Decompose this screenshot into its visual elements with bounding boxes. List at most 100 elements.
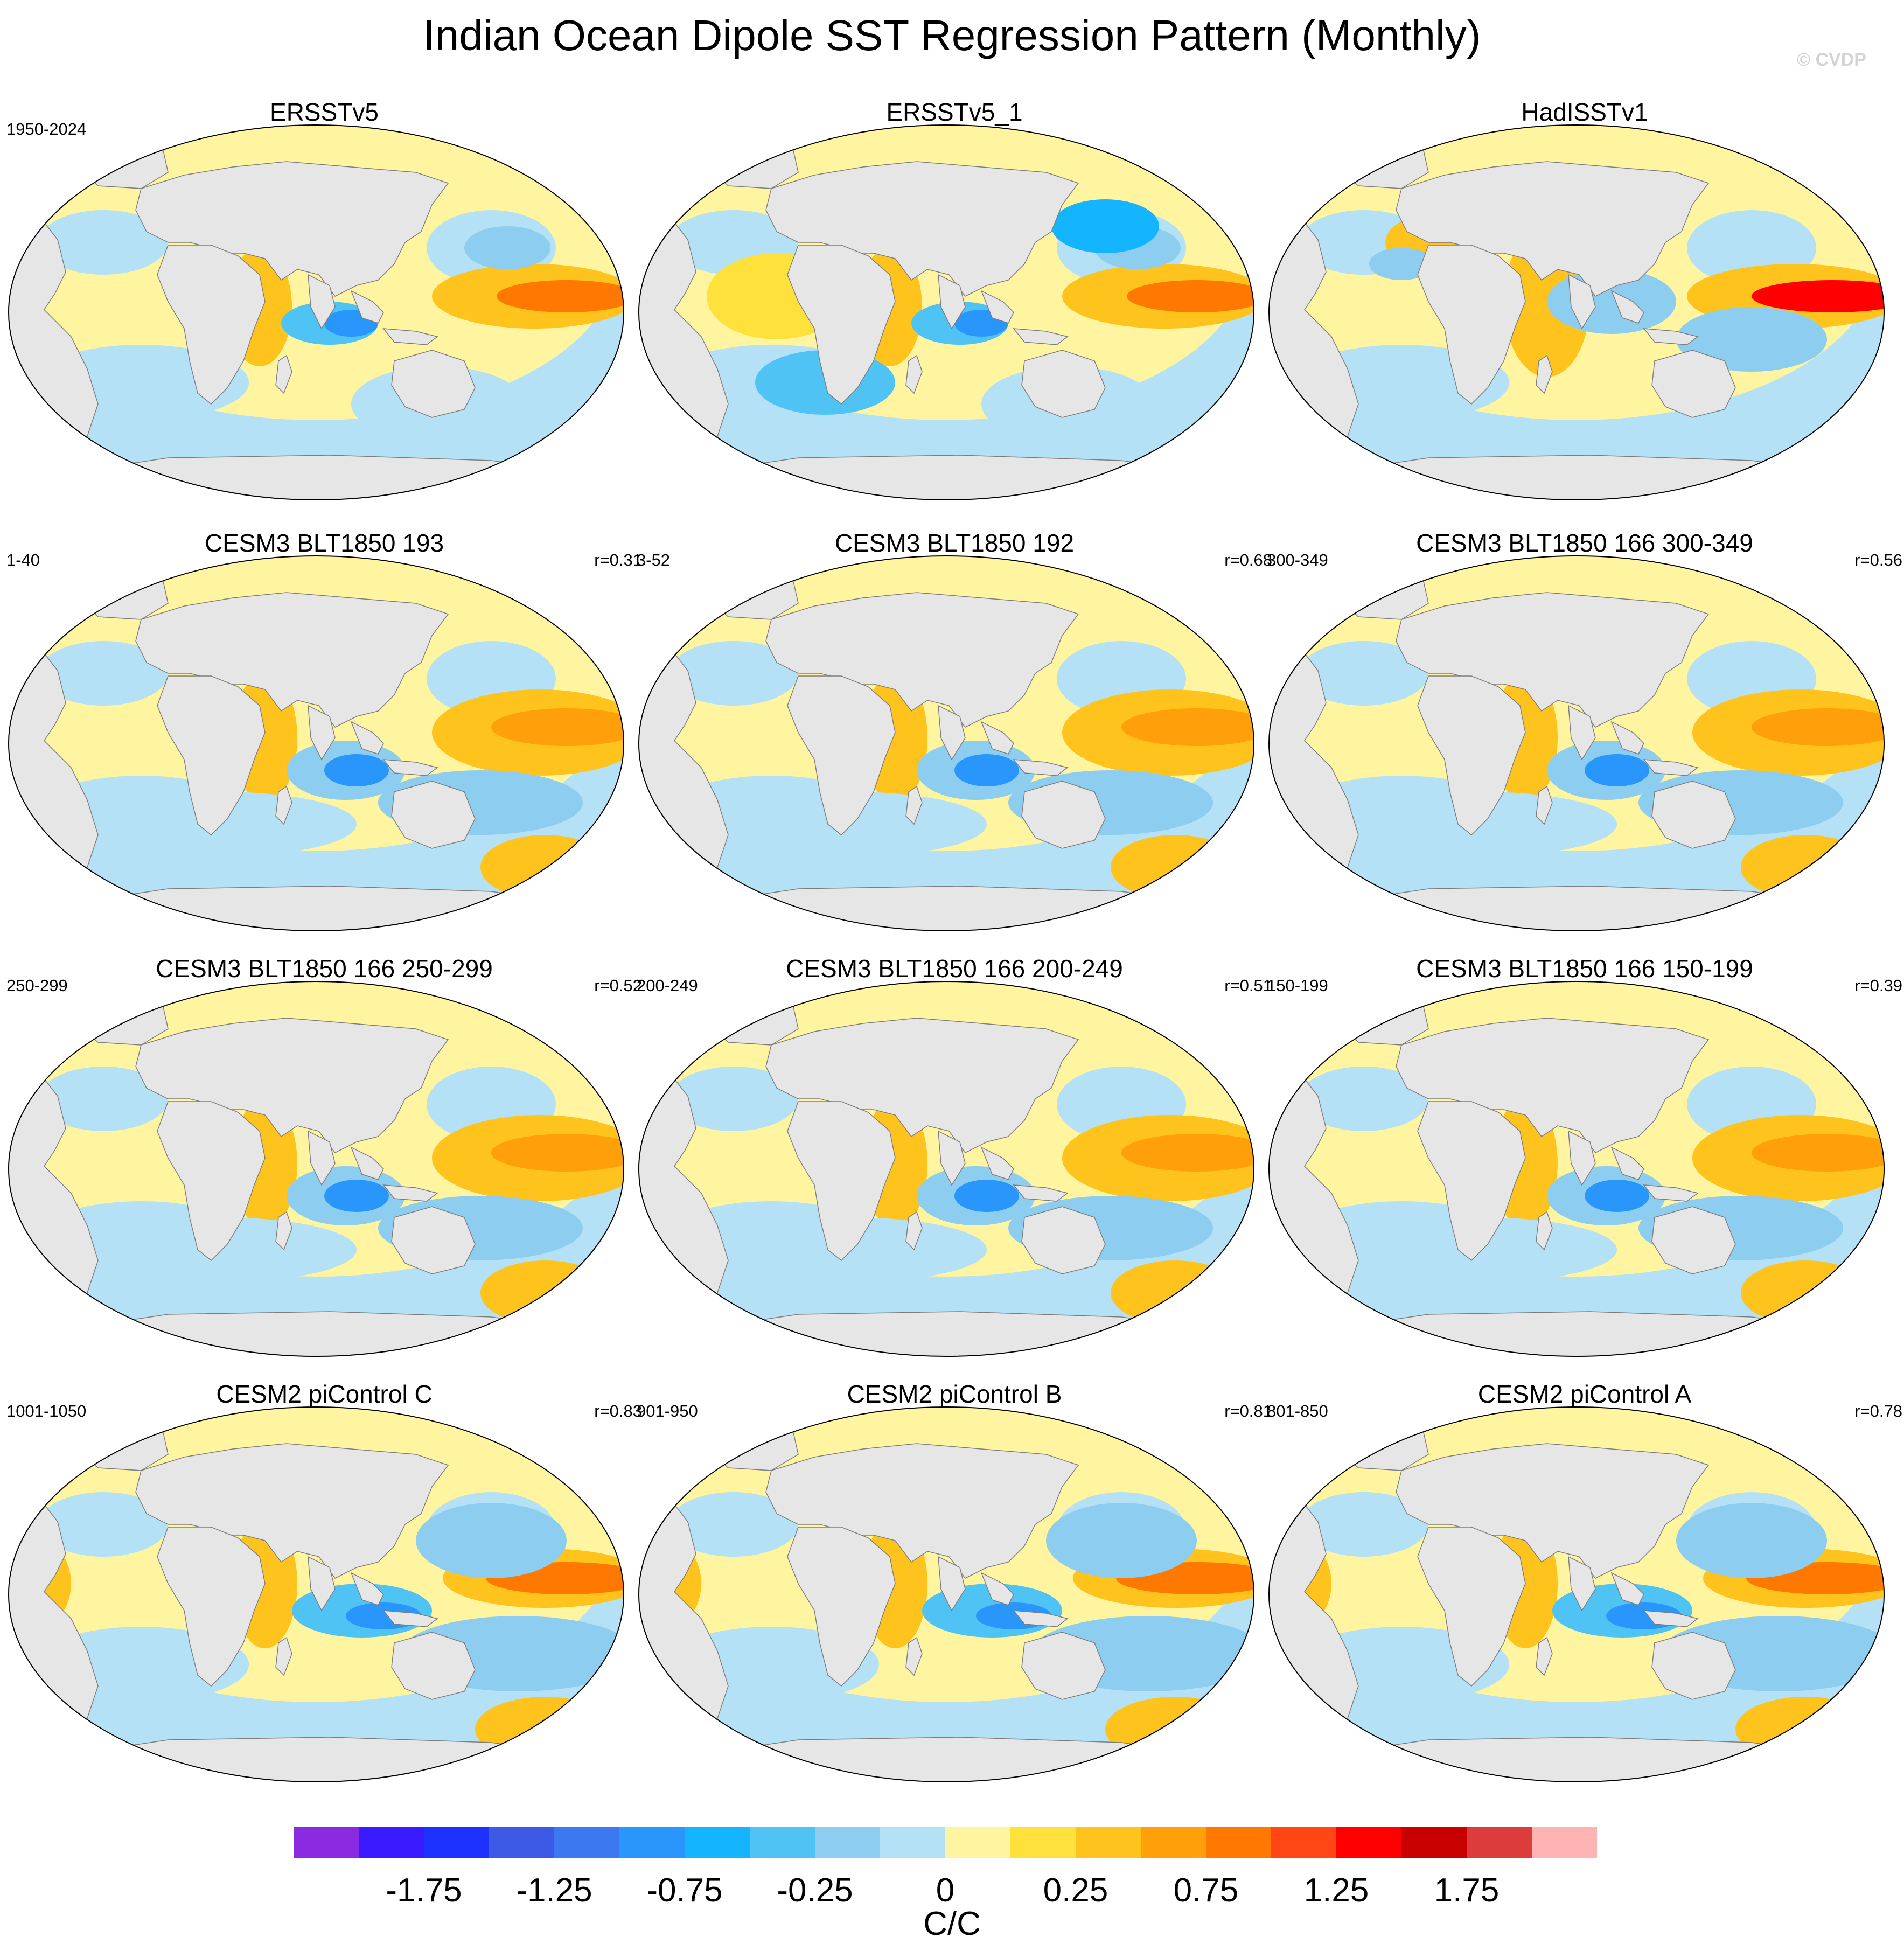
colorbar-swatch: [1271, 1827, 1336, 1858]
land-mass: [308, 274, 336, 330]
map-panel: CESM3 BLT1850 166 200-249 200-249 r=0.51: [637, 953, 1272, 1379]
colorbar-swatch: [945, 1827, 1010, 1858]
land-mass: [1536, 785, 1553, 825]
land-mass: [1021, 350, 1106, 418]
map-panel: CESM2 piControl B 901-950 r=0.81: [637, 1379, 1272, 1804]
panel-title: HadISSTv1: [1521, 98, 1648, 126]
land-mass: [1610, 290, 1699, 345]
map-outline: [638, 124, 1254, 500]
land-mass: [9, 455, 624, 500]
colorbar-swatch: [619, 1827, 685, 1858]
colorbar-swatch: [1336, 1827, 1401, 1858]
land-mass: [157, 1101, 266, 1262]
sst-regression-map: [638, 124, 1254, 500]
colorbar-swatch: [294, 1827, 359, 1858]
land-mass: [350, 290, 438, 345]
panel-period-label: 801-850: [1267, 1402, 1328, 1420]
colorbar-swatch: [1076, 1827, 1141, 1858]
map-panel: CESM3 BLT1850 193 1-40 r=0.31: [6, 528, 642, 953]
land-mass: [1021, 781, 1106, 849]
sst-anomaly-region: [954, 754, 1019, 786]
colorbar-swatch: [1532, 1827, 1597, 1858]
land-mass: [787, 675, 896, 836]
land-mass: [1610, 1146, 1699, 1202]
colorbar-tick-label: 0: [936, 1872, 955, 1909]
land-mass: [275, 785, 292, 825]
land-mass: [639, 455, 1254, 500]
land-mass: [1568, 705, 1596, 761]
figure-title: Indian Ocean Dipole SST Regression Patte…: [423, 11, 1481, 59]
colorbar-tick-label: -1.75: [386, 1872, 462, 1909]
land-mass: [135, 161, 449, 297]
land-mass: [1536, 1211, 1553, 1251]
panel-title: CESM2 piControl B: [847, 1380, 1062, 1408]
colorbar-units: C/C: [923, 1905, 981, 1942]
colorbar-swatch: [1141, 1827, 1206, 1858]
land-mass: [9, 1311, 624, 1356]
panel-correlation-label: r=0.39: [1854, 976, 1902, 995]
sst-anomaly-region: [324, 1180, 389, 1212]
sst-anomaly-region: [1585, 754, 1649, 786]
panel-period-label: 150-199: [1267, 976, 1328, 995]
panel-correlation-label: r=0.52: [594, 976, 642, 995]
land-mass: [275, 354, 292, 394]
colorbar-swatch: [685, 1827, 750, 1858]
colorbar-swatch: [554, 1827, 619, 1858]
land-mass: [350, 1146, 438, 1202]
sst-anomaly-region: [1752, 1134, 1884, 1172]
panel-title: CESM3 BLT1850 193: [204, 529, 444, 557]
sst-anomaly-region: [669, 641, 798, 706]
land-mass: [157, 1527, 266, 1687]
map-outline: [8, 981, 624, 1357]
land-mass: [905, 1211, 923, 1251]
map-panel: CESM3 BLT1850 166 300-349 300-349 r=0.56: [1267, 528, 1902, 953]
panel-title: CESM3 BLT1850 192: [834, 529, 1075, 557]
map-panel: ERSSTv5_1: [637, 97, 1272, 522]
land-mass: [308, 705, 336, 761]
sst-anomaly-region: [1741, 1260, 1870, 1325]
land-mass: [391, 781, 476, 849]
colorbar-tick-label: -0.25: [777, 1872, 853, 1909]
land-mass: [1651, 1206, 1736, 1274]
sst-anomaly-region: [669, 1492, 798, 1557]
map-panel: CESM2 piControl A 801-850 r=0.78: [1267, 1379, 1902, 1804]
land-mass: [938, 1556, 966, 1612]
map-outline: [8, 555, 624, 931]
sst-anomaly-region: [1752, 708, 1884, 746]
map-outline: [638, 981, 1254, 1357]
sst-anomaly-region: [1585, 1180, 1649, 1212]
land-mass: [639, 1311, 1254, 1356]
map-outline: [638, 1406, 1254, 1782]
map-panel: CESM3 BLT1850 166 150-199 150-199 r=0.39: [1267, 953, 1902, 1379]
sst-regression-map: [1268, 1406, 1885, 1782]
land-mass: [135, 1018, 449, 1153]
panel-correlation-label: r=0.83: [594, 1402, 642, 1420]
panel-period-label: 3-52: [637, 551, 671, 569]
panel-period-label: 200-249: [637, 976, 698, 995]
land-mass: [1610, 721, 1699, 776]
land-mass: [765, 592, 1079, 728]
sst-anomaly-region: [1111, 835, 1240, 900]
land-mass: [787, 1527, 896, 1687]
panel-title: ERSSTv5_1: [886, 98, 1023, 126]
map-outline: [8, 1406, 624, 1782]
colorbar-swatch: [880, 1827, 945, 1858]
panel-title: CESM3 BLT1850 166 300-349: [1416, 529, 1753, 557]
sst-regression-map: [1268, 124, 1885, 500]
panel-title: CESM3 BLT1850 166 250-299: [156, 954, 493, 983]
sst-anomaly-region: [39, 1492, 168, 1557]
land-mass: [1417, 675, 1526, 836]
land-mass: [308, 1556, 336, 1612]
land-mass: [308, 1130, 336, 1186]
sst-anomaly-region: [1735, 1697, 1875, 1761]
land-mass: [1568, 274, 1596, 330]
land-mass: [938, 274, 966, 330]
colorbar-swatch: [1010, 1827, 1076, 1858]
land-mass: [1568, 1556, 1596, 1612]
sst-anomaly-region: [954, 1180, 1019, 1212]
sst-anomaly-region: [1121, 708, 1254, 746]
colorbar-tick-label: 0.25: [1043, 1872, 1108, 1909]
sst-anomaly-region: [1127, 280, 1254, 312]
colorbar-swatch: [424, 1827, 489, 1858]
land-mass: [350, 1572, 438, 1627]
